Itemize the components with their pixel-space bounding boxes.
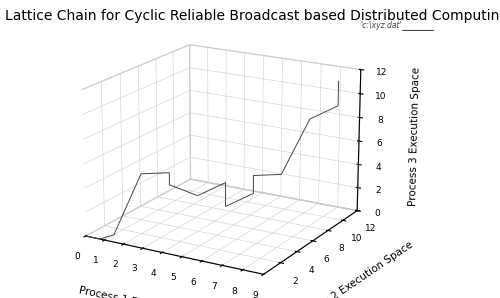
X-axis label: Process 1 Execution Space: Process 1 Execution Space: [78, 285, 216, 298]
Text: 'c:\xyz.dat': 'c:\xyz.dat': [360, 21, 402, 30]
Y-axis label: Process 2 Execution Space: Process 2 Execution Space: [294, 239, 414, 298]
Text: Lattice Chain for Cyclic Reliable Broadcast based Distributed Computing on 3-Man: Lattice Chain for Cyclic Reliable Broadc…: [5, 9, 500, 23]
